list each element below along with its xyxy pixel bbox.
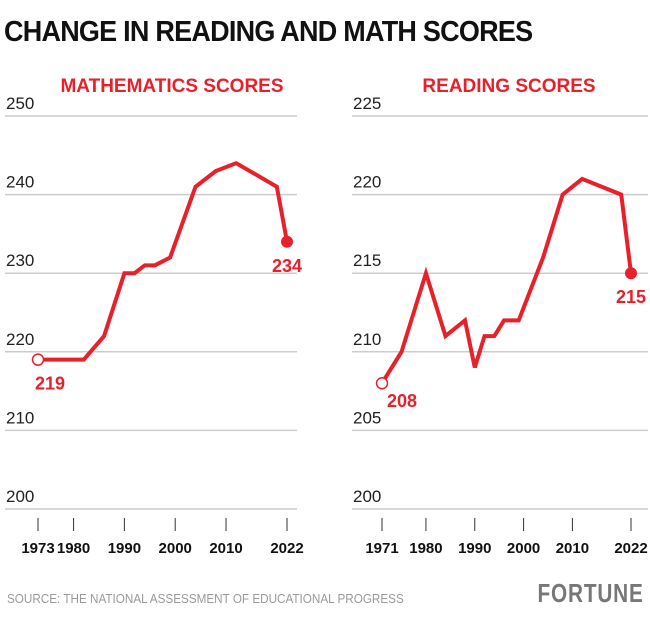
x-tick-label: 2022 — [270, 540, 303, 557]
y-tick-label: 215 — [353, 251, 381, 270]
start-marker — [31, 353, 45, 366]
x-tick-label: 2000 — [507, 540, 540, 557]
y-tick-label: 210 — [6, 408, 34, 427]
y-tick-label: 200 — [353, 487, 381, 506]
end-marker — [281, 235, 293, 248]
end-marker — [625, 267, 637, 280]
y-tick-label: 210 — [353, 330, 381, 349]
y-tick-label: 220 — [6, 330, 34, 349]
x-tick-label: 1980 — [409, 540, 442, 557]
x-tick-label: 1971 — [365, 540, 398, 557]
series-line — [380, 176, 633, 385]
end-value-label: 234 — [272, 256, 302, 276]
y-tick-label: 230 — [6, 251, 34, 270]
y-tick-label: 250 — [6, 94, 34, 113]
x-tick-label: 1973 — [21, 540, 54, 557]
x-tick-label: 1990 — [458, 540, 491, 557]
x-tick-label: 2022 — [614, 540, 647, 557]
y-tick-label: 220 — [353, 173, 381, 192]
y-tick-label: 225 — [353, 94, 381, 113]
x-tick-label: 2010 — [209, 540, 242, 557]
x-tick-label: 2000 — [159, 540, 192, 557]
chart-title: CHANGE IN READING AND MATH SCORES — [4, 16, 533, 48]
start-value-label: 208 — [387, 391, 417, 411]
start-value-label: 219 — [35, 374, 65, 394]
y-tick-label: 200 — [6, 487, 34, 506]
start-marker — [375, 376, 389, 390]
panel-title: READING SCORES — [422, 76, 595, 97]
x-tick-label: 2010 — [556, 540, 589, 557]
x-tick-label: 1980 — [57, 540, 90, 557]
end-value-label: 215 — [616, 287, 646, 307]
fortune-logo: FORTUNE — [537, 578, 644, 608]
source-note: SOURCE: THE NATIONAL ASSESSMENT OF EDUCA… — [7, 591, 404, 606]
y-tick-label: 240 — [6, 173, 34, 192]
panel-title: MATHEMATICS SCORES — [60, 76, 283, 97]
series-line — [38, 160, 289, 362]
y-tick-label: 205 — [353, 408, 381, 427]
x-tick-label: 1990 — [108, 540, 141, 557]
